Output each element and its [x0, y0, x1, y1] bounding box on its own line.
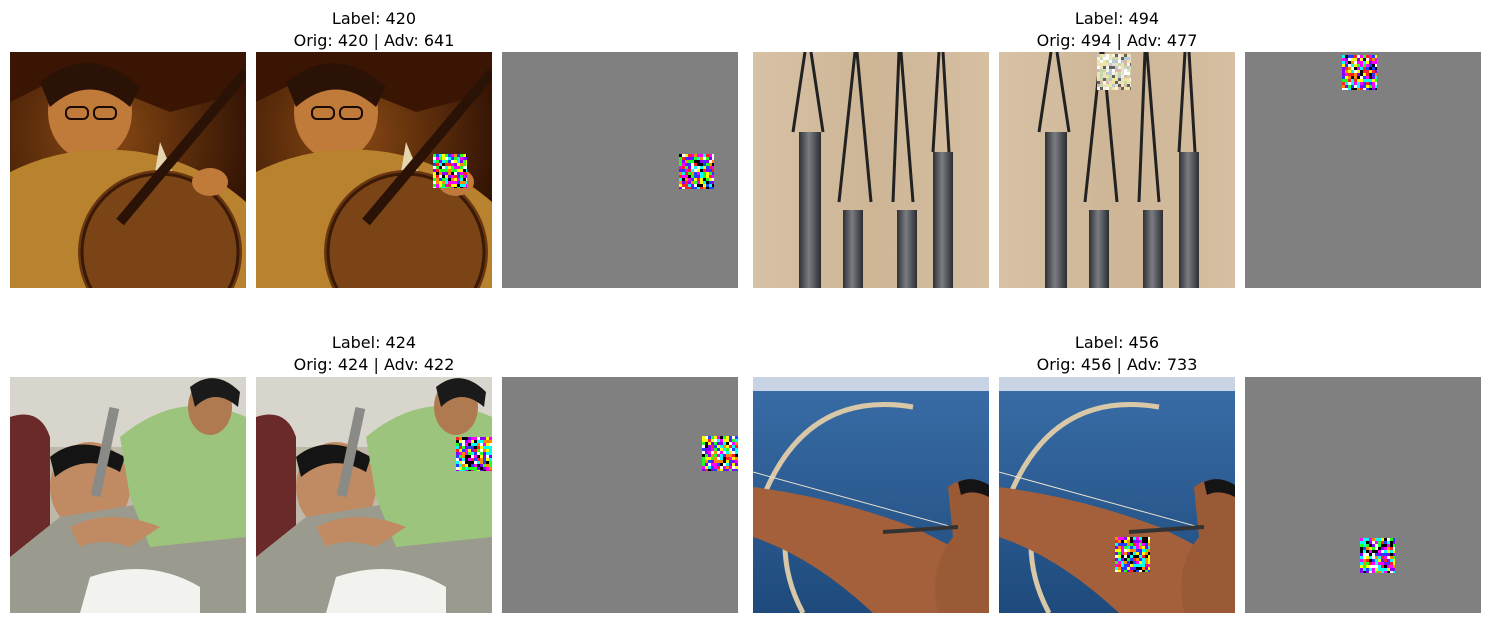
- title-group-1: Label: 420 Orig: 420 | Adv: 641: [256, 8, 492, 52]
- adversarial-patch: [1097, 54, 1131, 90]
- title-label-1: Label: 420: [331, 9, 417, 28]
- banjo-perturbation-image: [502, 52, 738, 288]
- title-group-4: Label: 456 Orig: 456 | Adv: 733: [999, 332, 1235, 376]
- title-label-3: Label: 424: [331, 333, 417, 352]
- adversarial-patch: [1115, 537, 1150, 572]
- perturbation-patch: [679, 154, 714, 189]
- barber-perturbation-image: [502, 377, 738, 613]
- banjo-adversarial-image: [256, 52, 492, 288]
- archer-perturbation-image: [1245, 377, 1481, 613]
- chimes-original-image: [753, 52, 989, 288]
- title-pred-4: Orig: 456 | Adv: 733: [1036, 355, 1198, 374]
- barber-adversarial-image: [256, 377, 492, 613]
- title-pred-2: Orig: 494 | Adv: 477: [1036, 31, 1198, 50]
- chimes-adversarial-image: [999, 52, 1235, 288]
- chimes-perturbation-image: [1245, 52, 1481, 288]
- perturbation-patch: [1360, 538, 1395, 573]
- barber-original-image: [10, 377, 246, 613]
- perturbation-patch: [1342, 55, 1377, 90]
- title-pred-1: Orig: 420 | Adv: 641: [293, 31, 455, 50]
- archer-adversarial-image: [999, 377, 1235, 613]
- adversarial-patch: [456, 437, 492, 471]
- title-label-4: Label: 456: [1074, 333, 1160, 352]
- banjo-original-image: [10, 52, 246, 288]
- adversarial-patch: [433, 154, 467, 188]
- perturbation-patch: [702, 436, 738, 471]
- title-pred-3: Orig: 424 | Adv: 422: [293, 355, 455, 374]
- title-group-3: Label: 424 Orig: 424 | Adv: 422: [256, 332, 492, 376]
- title-label-2: Label: 494: [1074, 9, 1160, 28]
- archer-original-image: [753, 377, 989, 613]
- title-group-2: Label: 494 Orig: 494 | Adv: 477: [999, 8, 1235, 52]
